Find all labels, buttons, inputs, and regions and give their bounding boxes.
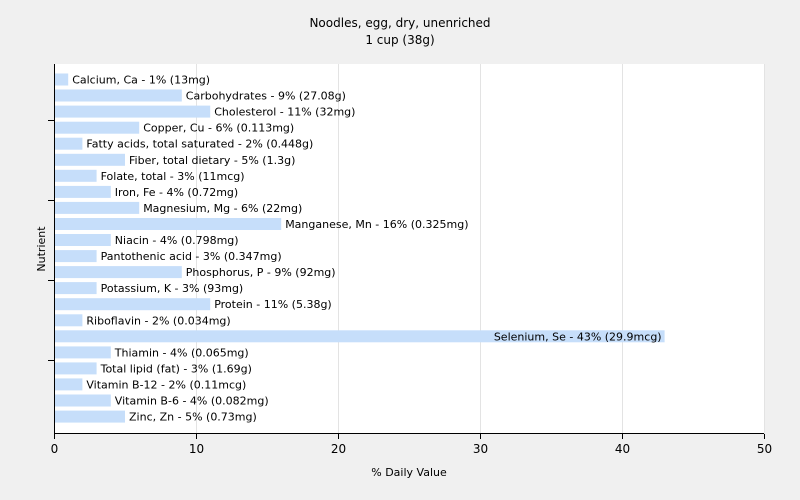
y-axis-title: Nutrient (35, 226, 48, 272)
y-axis-ticks (48, 120, 54, 361)
bar-label: Zinc, Zn - 5% (0.73mg) (129, 411, 257, 424)
bar-label: Manganese, Mn - 16% (0.325mg) (285, 218, 468, 231)
bar (55, 250, 97, 263)
bar (55, 378, 83, 391)
bar (55, 73, 69, 86)
bar (55, 314, 83, 327)
axes (54, 64, 764, 434)
bar-label: Niacin - 4% (0.798mg) (115, 234, 239, 247)
bar-label: Phosphorus, P - 9% (92mg) (186, 266, 336, 279)
bar-label: Magnesium, Mg - 6% (22mg) (143, 202, 302, 215)
bar-label: Potassium, K - 3% (93mg) (101, 282, 244, 295)
bars (55, 73, 665, 423)
bar (55, 346, 111, 359)
bar (55, 298, 211, 311)
x-tick-label: 40 (615, 442, 630, 456)
bar-label: Carbohydrates - 9% (27.08g) (186, 90, 346, 103)
bar-label: Selenium, Se - 43% (29.9mcg) (494, 330, 662, 343)
bar (55, 169, 97, 182)
bar (55, 266, 182, 279)
x-tick-label: 0 (51, 442, 59, 456)
plot-area (54, 64, 764, 434)
chart-title: Noodles, egg, dry, unenriched (309, 16, 490, 30)
x-tick-label: 30 (473, 442, 488, 456)
x-axis-title: % Daily Value (371, 466, 447, 479)
bar-labels: Calcium, Ca - 1% (13mg) Carbohydrates - 9… (72, 74, 661, 424)
bar (55, 137, 83, 150)
bar-label: Copper, Cu - 6% (0.113mg) (143, 122, 294, 135)
bar (55, 153, 125, 166)
bar-label: Fatty acids, total saturated - 2% (0.448… (86, 138, 313, 151)
bar-label: Iron, Fe - 4% (0.72mg) (115, 186, 238, 199)
bar-label: Total lipid (fat) - 3% (1.69g) (100, 362, 252, 375)
bar-label: Vitamin B-6 - 4% (0.082mg) (115, 395, 269, 408)
bar (55, 89, 182, 102)
bar-label: Riboflavin - 2% (0.034mg) (86, 314, 230, 327)
bar (55, 105, 211, 118)
gridlines (196, 64, 765, 434)
bar (55, 362, 97, 375)
bar-label: Thiamin - 4% (0.065mg) (114, 346, 249, 359)
bar-label: Fiber, total dietary - 5% (1.3g) (129, 154, 295, 167)
bar (55, 185, 111, 198)
bar-label: Calcium, Ca - 1% (13mg) (72, 74, 210, 87)
bar-label: Pantothenic acid - 3% (0.347mg) (101, 250, 282, 263)
bar (55, 121, 140, 134)
bar (55, 234, 111, 246)
bar (55, 218, 282, 230)
x-tick-label: 20 (331, 442, 346, 456)
x-tick-label: 10 (189, 442, 204, 456)
bar (55, 410, 125, 423)
bar-label: Cholesterol - 11% (32mg) (214, 106, 355, 119)
bar-label: Folate, total - 3% (11mcg) (101, 170, 245, 183)
bar (55, 201, 140, 214)
bar-label: Protein - 11% (5.38g) (214, 298, 332, 311)
bar (55, 394, 111, 407)
bar (55, 330, 665, 343)
bar (55, 282, 97, 295)
x-tick-label: 50 (757, 442, 772, 456)
x-axis-ticks: 0 10 20 30 40 50 (51, 434, 772, 456)
chart-subtitle: 1 cup (38g) (365, 33, 434, 47)
bar-label: Vitamin B-12 - 2% (0.11mcg) (86, 378, 246, 391)
